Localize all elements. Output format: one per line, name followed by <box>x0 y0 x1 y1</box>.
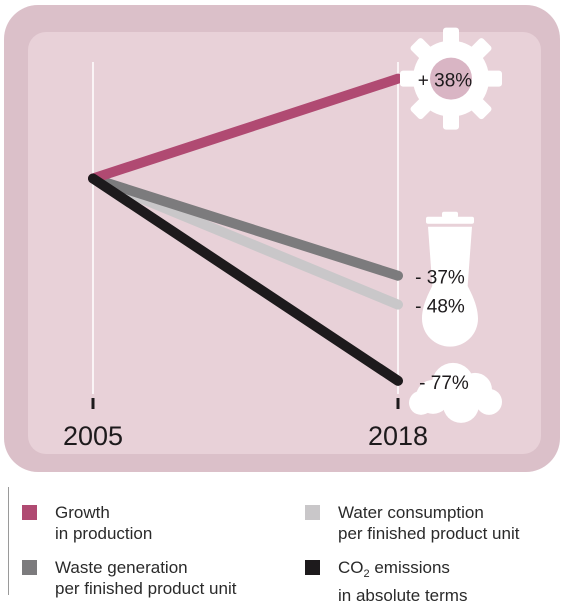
change-label: - 48% <box>415 297 465 318</box>
legend-item-waste: Waste generation per finished product un… <box>22 557 236 599</box>
chart: 2005 2018 + 38% - 37% - 48% - 77% <box>63 27 502 451</box>
cloud-puff <box>443 386 479 423</box>
legend-swatch <box>305 560 320 575</box>
legend-label: CO2 emissions in absolute terms <box>338 558 468 605</box>
legend-item-growth: Growth in production <box>22 502 152 544</box>
change-label: + 38% <box>418 71 473 92</box>
legend-divider <box>8 487 9 595</box>
gear-hole <box>430 57 472 100</box>
water-drop-icon <box>422 256 478 347</box>
change-label: - 37% <box>415 268 465 289</box>
legend-label: Waste generation per finished product un… <box>55 558 237 598</box>
gear-icon <box>400 27 502 130</box>
cloud-puff <box>409 390 433 415</box>
legend-item-water: Water consumption per finished product u… <box>305 502 519 544</box>
change-label: - 77% <box>419 373 469 394</box>
trash-handle <box>442 211 458 218</box>
legend-item-co2: CO2 emissions in absolute terms <box>305 557 467 606</box>
cloud-icon <box>409 362 502 423</box>
cloud-puff <box>476 388 502 415</box>
series-line <box>88 173 403 281</box>
series-line <box>88 73 403 184</box>
legend-label: Water consumption per finished product u… <box>338 503 520 543</box>
legend-label: Growth in production <box>55 503 153 543</box>
x-tick-label: 2005 <box>63 421 123 451</box>
drop-shape <box>422 256 478 347</box>
trash-lid <box>426 216 474 224</box>
legend-swatch <box>22 560 37 575</box>
series-line <box>88 173 403 386</box>
legend-swatch <box>305 505 320 520</box>
x-tick-label: 2018 <box>368 421 428 451</box>
legend-swatch <box>22 505 37 520</box>
